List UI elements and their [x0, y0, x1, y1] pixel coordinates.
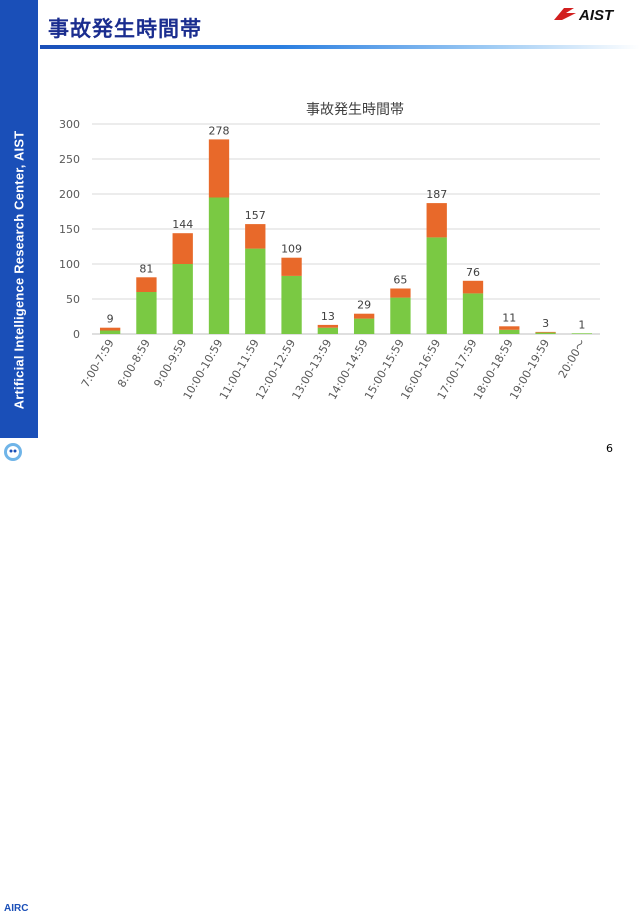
data-label: 65 [393, 274, 407, 287]
y-tick-label: 250 [59, 153, 80, 166]
bar-segment [462, 280, 484, 294]
y-tick-label: 100 [59, 258, 80, 271]
y-tick-label: 300 [59, 118, 80, 131]
y-tick-label: 0 [73, 328, 80, 341]
bar-segment [317, 324, 339, 328]
bar-segment [317, 327, 339, 334]
x-tick-label: 7:00-7:59 [79, 337, 117, 390]
x-tick-label: 8:00-8:59 [115, 337, 153, 390]
data-label: 278 [209, 124, 230, 137]
airc-mascot-icon [4, 443, 22, 461]
bar-segment [99, 330, 121, 334]
bar-chart: 事故発生時間帯 0 50 100 150 200 250 300 9 81 144 278 157 1… [59, 102, 600, 402]
x-tick-label: 9:00-9:59 [151, 337, 189, 390]
slide-title: 事故発生時間帯 [48, 17, 202, 41]
y-axis: 0 50 100 150 200 250 300 [59, 118, 80, 341]
sidebar-band: Artificial Intelligence Research Center,… [0, 0, 38, 480]
airc-label: AIRC [4, 903, 29, 914]
x-tick-label: 20:00〜 [556, 337, 589, 380]
bar-segment [245, 248, 266, 334]
bar-segment [426, 237, 447, 334]
bar-segment [281, 275, 302, 334]
page-number: 6 [606, 442, 613, 455]
bar-segment [499, 329, 520, 334]
gridlines [92, 123, 600, 335]
aist-logo-text: AIST [578, 7, 615, 24]
data-label: 3 [542, 317, 549, 330]
data-label: 1 [578, 318, 585, 331]
airc-logo: AIRC [0, 438, 38, 914]
bar-segment [499, 326, 520, 330]
x-axis: 7:00-7:598:00-8:599:00-9:5910:00-10:5911… [79, 337, 589, 402]
bar-segment [571, 333, 593, 334]
y-tick-label: 150 [59, 223, 80, 236]
bars: 9 81 144 278 157 109 13 29 65 187 76 11 3 1 [99, 124, 593, 334]
data-label: 109 [281, 243, 302, 256]
bar-segment [136, 292, 157, 334]
bar-segment [99, 327, 121, 331]
title-divider [40, 45, 640, 49]
data-label: 13 [321, 310, 335, 323]
bar-segment [353, 318, 375, 334]
data-label: 144 [172, 218, 193, 231]
bar-segment [208, 139, 230, 198]
aist-logo: AIST [554, 7, 615, 24]
data-label: 81 [139, 262, 153, 275]
bar-segment [390, 297, 411, 334]
bar-segment [208, 197, 230, 334]
data-label: 9 [107, 313, 114, 326]
data-label: 157 [245, 209, 266, 222]
data-label: 29 [357, 299, 371, 312]
bar-segment [462, 293, 484, 334]
bar-segment [353, 313, 375, 319]
chart-title: 事故発生時間帯 [306, 102, 404, 118]
data-label: 11 [502, 311, 516, 324]
y-tick-label: 200 [59, 188, 80, 201]
bar-segment [172, 264, 193, 334]
bar-segment [390, 288, 411, 298]
bar-segment [172, 233, 193, 264]
bar-segment [426, 203, 447, 238]
bar-segment [136, 277, 157, 292]
y-tick-label: 50 [66, 293, 80, 306]
data-label: 187 [426, 188, 447, 201]
bar-segment [535, 331, 556, 333]
bar-segment [245, 224, 266, 249]
bar-segment [281, 257, 302, 276]
data-label: 76 [466, 266, 480, 279]
aist-swoosh-icon [554, 8, 576, 20]
organization-name: Artificial Intelligence Research Center,… [11, 130, 27, 410]
bar-segment [535, 332, 556, 334]
